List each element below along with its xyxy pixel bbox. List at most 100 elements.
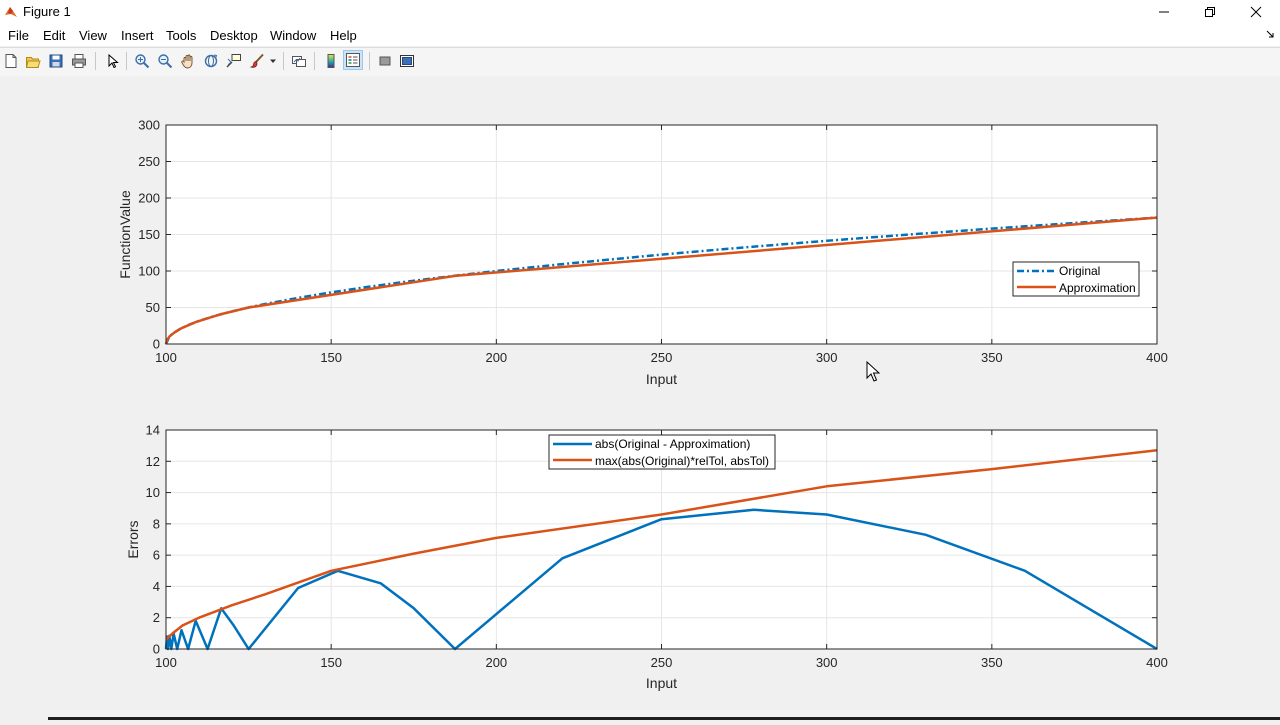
zoom-out-icon	[158, 54, 173, 69]
y-tick-label: 8	[153, 516, 160, 531]
menu-view[interactable]: View	[79, 28, 107, 43]
y-tick-label: 6	[153, 548, 160, 563]
legend-top[interactable]: Original Approximation	[1012, 261, 1140, 297]
data-cursor-button[interactable]	[225, 52, 243, 70]
insert-colorbar-button[interactable]	[322, 52, 340, 70]
legend-label-abs-error: abs(Original - Approximation)	[595, 437, 750, 451]
menu-insert[interactable]: Insert	[121, 28, 154, 43]
y-axis-label-bottom: Errors	[125, 520, 141, 558]
brush-dropdown-button[interactable]	[268, 52, 278, 70]
series-line-max-abs-original-reltol-abstol[interactable]	[165, 449, 1158, 641]
x-axis-label-top: Input	[646, 371, 677, 387]
print-button[interactable]	[70, 52, 88, 70]
y-tick-label: 0	[153, 642, 160, 657]
y-tick-label: 250	[138, 154, 160, 169]
y-tick-label: 12	[146, 454, 160, 469]
figure-svg: 100 150 200 250 300 350 400050100150200250300 …	[117, 118, 1168, 692]
open-file-icon	[25, 57, 41, 68]
x-tick-label: 400	[1146, 350, 1168, 365]
legend-box-bottom	[548, 434, 776, 470]
x-tick-label: 300	[816, 655, 838, 670]
pan-icon	[181, 54, 193, 69]
x-tick-label: 150	[320, 655, 342, 670]
hide-plot-tools-icon	[379, 56, 391, 66]
insert-colorbar-icon	[327, 54, 335, 68]
insert-legend-button[interactable]	[343, 50, 363, 70]
chevron-down-icon	[270, 59, 276, 63]
x-tick-label: 350	[981, 655, 1003, 670]
close-button[interactable]	[1233, 0, 1279, 24]
legend-bottom[interactable]: abs(Original - Approximation) max(abs(Or…	[548, 434, 776, 470]
rotate-3d-button[interactable]	[202, 52, 220, 70]
restore-button[interactable]	[1187, 0, 1233, 24]
pan-button[interactable]	[179, 52, 197, 70]
mouse-cursor	[866, 360, 881, 382]
y-tick-label: 2	[153, 610, 160, 625]
rotate-3d-icon	[204, 54, 218, 68]
insert-legend-icon	[346, 53, 360, 67]
new-figure-icon	[5, 54, 17, 68]
link-plot-icon	[292, 56, 306, 67]
toolbar-separator	[126, 52, 127, 70]
toolbar-separator	[95, 52, 96, 70]
matlab-icon	[5, 7, 17, 17]
window-title: Figure 1	[23, 4, 71, 19]
brush-button[interactable]	[248, 52, 266, 70]
y-tick-label: 14	[146, 423, 160, 438]
series-line-approximation[interactable]	[164, 216, 1158, 345]
menu-tools[interactable]: Tools	[166, 28, 197, 43]
y-tick-label: 100	[138, 264, 160, 279]
menu-file[interactable]: File	[8, 28, 29, 43]
menu-edit[interactable]: Edit	[43, 28, 66, 43]
link-plot-button[interactable]	[290, 52, 308, 70]
minimize-icon	[1159, 11, 1169, 13]
new-figure-button[interactable]	[2, 52, 20, 70]
show-plot-tools-icon	[400, 55, 414, 67]
edit-plot-icon	[108, 53, 119, 69]
x-tick-label: 250	[651, 655, 673, 670]
save-button[interactable]	[47, 52, 65, 70]
restore-icon	[1205, 7, 1215, 17]
edit-plot-button[interactable]	[103, 52, 121, 70]
menu-window[interactable]: Window	[270, 28, 317, 43]
dock-arrow-icon[interactable]	[1266, 30, 1274, 38]
figure-canvas: 100 150 200 250 300 350 400 0 50 100 150 200 250 300 …	[0, 76, 1280, 720]
brush-icon	[250, 53, 264, 68]
x-tick-label: 100	[155, 655, 177, 670]
y-tick-label: 300	[138, 118, 160, 133]
open-file-button[interactable]	[24, 52, 42, 70]
series-line-abs-original-approximation[interactable]	[164, 508, 1158, 651]
minimize-button[interactable]	[1141, 0, 1187, 24]
x-tick-label: 400	[1146, 655, 1168, 670]
legend-label-approximation: Approximation	[1059, 281, 1136, 295]
y-tick-label: 150	[138, 227, 160, 242]
menu-desktop[interactable]: Desktop	[210, 28, 258, 43]
y-tick-label: 4	[153, 579, 160, 594]
y-axis-label-top: FunctionValue	[117, 190, 133, 279]
zoom-in-button[interactable]	[133, 52, 151, 70]
show-plot-tools-button[interactable]	[398, 52, 416, 70]
print-icon	[72, 54, 86, 68]
y-tick-label: 10	[146, 485, 160, 500]
zoom-in-icon	[135, 54, 150, 69]
legend-label-tolerance: max(abs(Original)*relTol, absTol)	[595, 454, 769, 468]
x-tick-label: 150	[320, 350, 342, 365]
hide-plot-tools-button[interactable]	[376, 52, 394, 70]
figure-toolbar	[0, 47, 1280, 77]
y-tick-label: 0	[153, 337, 160, 352]
menu-help[interactable]: Help	[330, 28, 357, 43]
x-tick-label: 300	[816, 350, 838, 365]
toolbar-separator	[314, 52, 315, 70]
x-tick-label: 250	[651, 350, 673, 365]
legend-box-top	[1012, 261, 1140, 297]
close-icon	[1250, 6, 1262, 18]
x-tick-label: 200	[485, 655, 507, 670]
axes-function-value[interactable]: 100 150 200 250 300 350 400050100150200250300 …	[117, 118, 1168, 388]
x-tick-label: 200	[485, 350, 507, 365]
menu-bar: File Edit View Insert Tools Desktop Wind…	[0, 24, 1280, 46]
zoom-out-button[interactable]	[156, 52, 174, 70]
taskbar-edge	[48, 717, 1280, 720]
axes-errors[interactable]: 100 150 200 250 300 350 400 0 2 4 6 8 10 12 14 Input E…	[125, 423, 1168, 692]
y-tick-label: 50	[146, 300, 160, 315]
toolbar-separator	[283, 52, 284, 70]
